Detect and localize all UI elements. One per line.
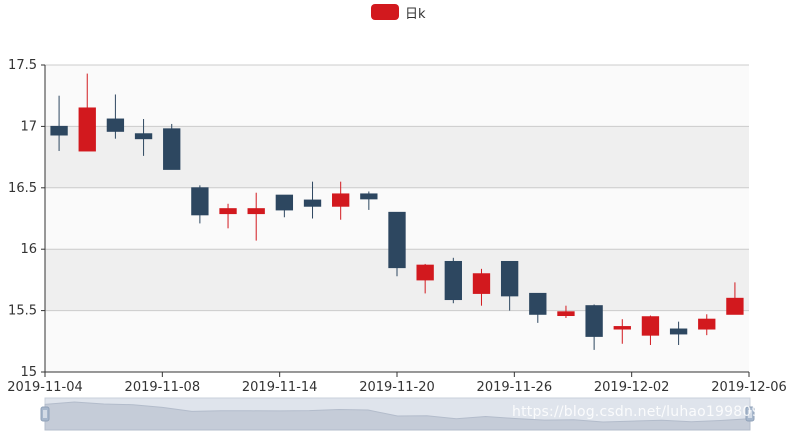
candle-down[interactable] — [106, 94, 125, 139]
candle-down[interactable] — [529, 292, 547, 323]
background-band — [45, 310, 749, 372]
zoom-slider[interactable] — [40, 397, 755, 431]
slider-grip — [40, 406, 50, 422]
candle-down[interactable] — [134, 119, 153, 156]
candle-body — [444, 260, 462, 301]
candle-down[interactable] — [360, 191, 378, 210]
y-tick-label: 15 — [20, 365, 37, 380]
x-tick-label: 2019-12-06 — [711, 380, 786, 395]
candle-up[interactable] — [698, 314, 716, 336]
candle-body — [50, 125, 68, 136]
candle-down[interactable] — [303, 181, 322, 219]
legend-swatch — [371, 4, 399, 20]
candle-down[interactable] — [669, 321, 688, 345]
slider-data-shadow — [44, 401, 751, 431]
candle-body — [641, 316, 660, 336]
candle-down[interactable] — [585, 304, 603, 350]
candle-body — [585, 305, 603, 337]
legend[interactable]: 日k — [371, 2, 426, 22]
x-tick-label: 2019-11-14 — [242, 380, 318, 395]
slider-handle-left[interactable] — [40, 406, 50, 422]
candle-down[interactable] — [163, 123, 181, 170]
candle-body — [275, 194, 294, 211]
candle-body — [78, 107, 96, 152]
x-tick-label: 2019-11-26 — [477, 380, 553, 395]
y-tick-label: 17 — [20, 119, 37, 134]
candle-body — [360, 193, 378, 200]
candle-body — [726, 297, 744, 315]
candle-up[interactable] — [557, 305, 575, 318]
candle-up[interactable] — [332, 181, 350, 220]
candle-body — [163, 128, 181, 170]
candle-up[interactable] — [472, 268, 491, 306]
y-axis-ticks: 15 15.5 16 16.5 17 17.5 — [8, 58, 46, 380]
gridlines — [45, 64, 749, 373]
y-tick-label: 15.5 — [8, 304, 37, 319]
candle-body — [416, 264, 434, 281]
candles — [50, 73, 744, 350]
candle-up[interactable] — [416, 263, 434, 294]
slider-grip — [745, 406, 755, 422]
x-tick-label: 2019-11-08 — [125, 380, 201, 395]
y-tick-label: 16.5 — [8, 181, 37, 196]
candle-body — [106, 118, 125, 132]
candle-up[interactable] — [613, 319, 631, 344]
candle-up[interactable] — [641, 315, 660, 345]
x-axis: 2019-11-04 2019-11-08 2019-11-14 2019-11-20… — [7, 371, 786, 395]
candle-body — [698, 318, 716, 330]
candle-down[interactable] — [50, 95, 68, 151]
y-tick-label: 16 — [20, 242, 37, 257]
watermark: https://blog.csdn.net/luhao19980909 — [512, 404, 779, 420]
candle-body — [529, 292, 547, 315]
candle-body — [219, 208, 237, 215]
candle-body — [613, 326, 631, 330]
candle-body — [332, 193, 350, 207]
candle-down[interactable] — [191, 185, 209, 224]
background-band — [45, 126, 749, 188]
candle-body — [303, 199, 322, 207]
y-tick-label: 17.5 — [8, 58, 37, 73]
candle-down[interactable] — [275, 194, 294, 218]
candle-down[interactable] — [388, 211, 406, 277]
candle-body — [500, 260, 519, 297]
x-tick-label: 2019-11-20 — [359, 380, 435, 395]
background-band — [45, 65, 749, 127]
candle-up[interactable] — [78, 73, 96, 152]
candle-body — [388, 211, 406, 269]
slider-handle-right[interactable] — [745, 406, 755, 422]
candle-body — [247, 208, 265, 215]
candle-down[interactable] — [444, 257, 462, 304]
legend-label: 日k — [405, 6, 426, 22]
candle-up[interactable] — [247, 192, 265, 241]
candle-body — [557, 311, 575, 317]
candle-body — [472, 273, 491, 294]
candle-body — [669, 328, 688, 335]
x-tick-label: 2019-11-04 — [7, 380, 83, 395]
candle-up[interactable] — [219, 203, 237, 229]
candle-down[interactable] — [500, 260, 519, 311]
candle-body — [134, 133, 153, 140]
candle-body — [191, 187, 209, 216]
x-tick-label: 2019-12-02 — [594, 380, 670, 395]
candle-up[interactable] — [726, 282, 744, 315]
